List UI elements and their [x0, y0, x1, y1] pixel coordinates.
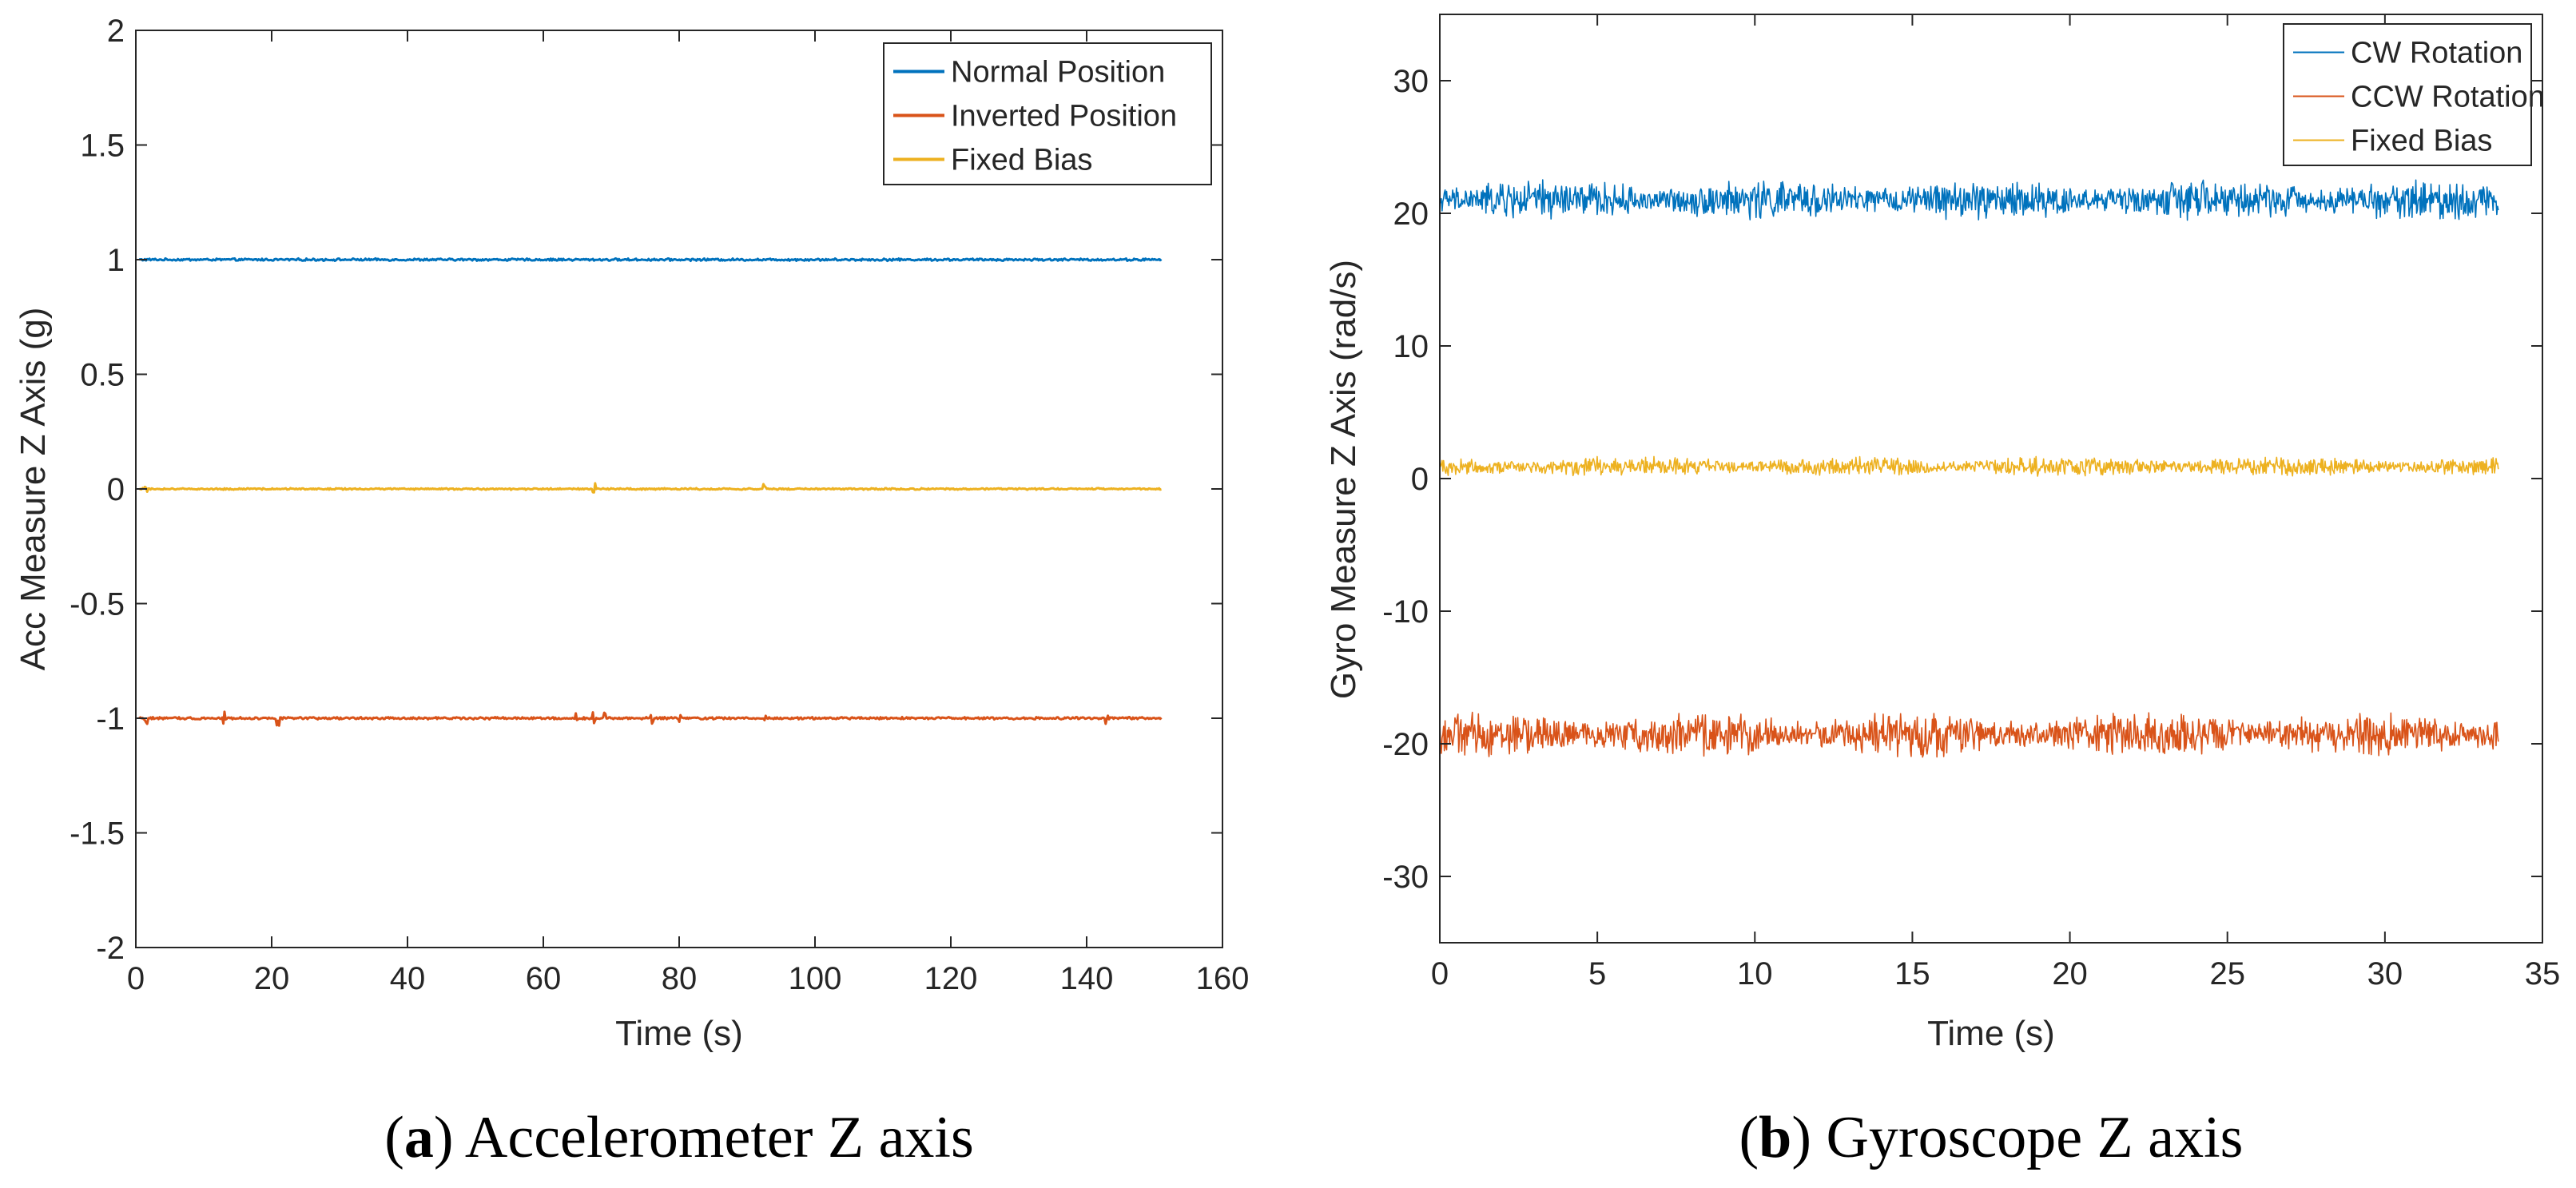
acc-y-tick-label: -2: [96, 931, 125, 966]
acc-y-tick-label: -0.5: [70, 587, 125, 622]
acc-x-tick-label: 20: [254, 961, 290, 996]
acc-x-tick-label: 0: [127, 961, 145, 996]
acc-y-tick-label: 0.5: [80, 358, 125, 393]
acc-y-tick-label: -1: [96, 701, 125, 737]
gyro-legend-label: CCW Rotation: [2351, 81, 2545, 114]
acc-caption: (a) Accelerometer Z axis: [384, 1105, 974, 1170]
gyro-x-tick-label: 20: [2052, 956, 2088, 991]
acc-y-tick-label: 2: [107, 14, 125, 49]
acc-x-tick-label: 140: [1060, 961, 1114, 996]
acc-series-inverted-position: [138, 710, 1163, 727]
gyro-x-tick-label: 0: [1431, 956, 1449, 991]
gyro-caption-label: b: [1759, 1105, 1791, 1170]
gyro-legend-label: CW Rotation: [2351, 37, 2522, 70]
gyro-y-tick-label: 0: [1411, 462, 1429, 497]
gyro-x-tick-label: 30: [2367, 956, 2403, 991]
acc-x-axis-label: Time (s): [615, 1014, 743, 1053]
gyro-y-tick-label: -20: [1382, 727, 1429, 762]
gyro-y-tick-label: -10: [1382, 594, 1429, 630]
acc-x-tick-label: 160: [1196, 961, 1250, 996]
gyro-y-tick-label: 20: [1393, 197, 1429, 232]
gyro-y-tick-label: -30: [1382, 860, 1429, 895]
acc-x-tick-label: 40: [390, 961, 426, 996]
gyro-y-tick-label: 30: [1393, 64, 1429, 99]
acc-y-tick-label: 1: [107, 243, 125, 278]
gyro-tick-layer: 0 5 10 15 20 25 30 35 -30 -20 -10 0 10 20 30: [1382, 14, 2560, 991]
acc-caption-label: a: [404, 1105, 434, 1170]
gyro-series-layer: [1439, 179, 2499, 758]
gyro-x-tick-label: 15: [1894, 956, 1930, 991]
gyro-series-fixed-bias: [1439, 455, 2499, 477]
acc-y-tick-label: -1.5: [70, 817, 125, 852]
gyro-y-tick-label: 10: [1393, 329, 1429, 364]
gyro-legend-box: [2283, 23, 2532, 166]
acc-series-normal-position: [139, 256, 1163, 263]
gyro-series-cw-rotation: [1439, 179, 2499, 221]
accelerometer-chart: 0 20 40 60 80 100 120 140 160 -2 -1.5 -1 -0.5 0 0.5 1 1.…: [14, 14, 1249, 1170]
acc-series-layer: [138, 256, 1163, 727]
gyro-y-axis-label: Gyro Measure Z Axis (rad/s): [1324, 260, 1363, 699]
acc-x-tick-label: 120: [924, 961, 978, 996]
gyro-x-tick-label: 5: [1588, 956, 1606, 991]
gyro-x-tick-label: 25: [2209, 956, 2245, 991]
gyro-plot-area: [1440, 14, 2542, 943]
acc-y-axis-label: Acc Measure Z Axis (g): [14, 308, 53, 671]
gyro-legend-label: Fixed Bias: [2351, 125, 2492, 158]
gyro-x-tick-label: 10: [1737, 956, 1773, 991]
gyro-x-tick-label: 35: [2525, 956, 2561, 991]
acc-legend-label: Inverted Position: [951, 100, 1177, 133]
acc-legend: Normal Position Inverted Position Fixed Bi…: [883, 42, 1212, 185]
acc-x-tick-label: 60: [526, 961, 562, 996]
gyro-legend: CW Rotation CCW Rotation Fixed Bias: [2283, 23, 2545, 166]
gyro-caption: (b) Gyroscope Z axis: [1739, 1105, 2244, 1170]
acc-y-tick-label: 1.5: [80, 129, 125, 164]
acc-x-tick-label: 80: [662, 961, 698, 996]
acc-series-fixed-bias: [138, 482, 1162, 494]
acc-x-tick-label: 100: [789, 961, 842, 996]
gyro-series-ccw-rotation: [1439, 711, 2499, 758]
acc-legend-label: Normal Position: [951, 56, 1165, 89]
gyro-x-axis-label: Time (s): [1927, 1014, 2055, 1053]
acc-legend-label: Fixed Bias: [951, 144, 1092, 177]
acc-tick-layer: 0 20 40 60 80 100 120 140 160 -2 -1.5 -1 -0.5 0 0.5 1 1.…: [70, 14, 1249, 996]
acc-caption-text: Accelerometer Z axis: [465, 1105, 974, 1170]
acc-y-tick-label: 0: [107, 472, 125, 507]
gyro-caption-text: Gyroscope Z axis: [1826, 1105, 2243, 1170]
